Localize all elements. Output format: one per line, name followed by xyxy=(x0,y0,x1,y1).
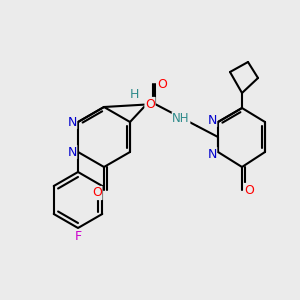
Text: N: N xyxy=(67,116,77,128)
Text: N: N xyxy=(67,146,77,158)
Text: H: H xyxy=(129,88,139,101)
Text: O: O xyxy=(92,187,102,200)
Text: O: O xyxy=(157,77,167,91)
Text: NH: NH xyxy=(172,112,190,125)
Text: O: O xyxy=(244,184,254,196)
Text: N: N xyxy=(207,113,217,127)
Text: F: F xyxy=(74,230,82,242)
Text: N: N xyxy=(207,148,217,160)
Text: O: O xyxy=(145,98,155,110)
